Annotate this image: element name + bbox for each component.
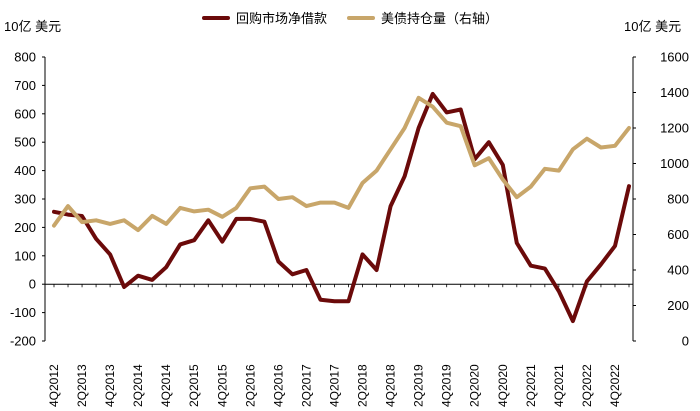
left-tick-label: -100: [10, 305, 36, 320]
legend: 回购市场净借款 美债持仓量（右轴）: [0, 8, 700, 27]
x-tick-label: 4Q2014: [159, 364, 173, 407]
right-tick-label: 1600: [660, 50, 689, 65]
x-tick-label: 4Q2016: [271, 364, 285, 407]
x-tick-label: 4Q2018: [384, 364, 398, 407]
x-tick-label: 4Q2017: [327, 364, 341, 407]
x-tick-label: 2Q2014: [131, 364, 145, 407]
x-tick-label: 2Q2015: [187, 364, 201, 407]
x-tick-label: 2Q2018: [356, 364, 370, 407]
right-axis-unit: 10亿 美元: [624, 19, 682, 34]
right-tick-label: 200: [667, 298, 689, 313]
x-tick-label: 4Q2021: [552, 364, 566, 407]
right-tick-label: 800: [667, 192, 689, 207]
right-tick-label: 1200: [660, 121, 689, 136]
right-tick-label: 400: [667, 263, 689, 278]
left-tick-label: 100: [14, 248, 36, 263]
left-tick-label: 0: [29, 277, 36, 292]
left-tick-label: 300: [14, 192, 36, 207]
legend-item-repo: 回购市场净借款: [201, 8, 327, 27]
right-tick-label: 1000: [660, 156, 689, 171]
x-tick-label: 2Q2019: [412, 364, 426, 407]
x-tick-label: 4Q2020: [496, 364, 510, 407]
legend-swatch-repo: [201, 15, 230, 20]
left-tick-label: 200: [14, 220, 36, 235]
left-tick-label: 600: [14, 106, 36, 121]
right-tick-label: 1400: [660, 85, 689, 100]
left-tick-label: 800: [14, 50, 36, 65]
x-tick-label: 4Q2019: [440, 364, 454, 407]
left-tick-label: 500: [14, 135, 36, 150]
series-line-repo: [52, 91, 631, 324]
legend-label-repo: 回购市场净借款: [235, 11, 327, 26]
x-tick-label: 2Q2020: [468, 364, 482, 407]
x-tick-label: 2Q2017: [299, 364, 313, 407]
x-tick-label: 4Q2015: [215, 364, 229, 407]
legend-item-treasury: 美债持仓量（右轴）: [347, 8, 498, 27]
x-tick-label: 2Q2021: [524, 364, 538, 407]
left-axis-unit: 10亿 美元: [4, 19, 62, 34]
right-tick-label: 600: [667, 227, 689, 242]
left-tick-label: 400: [14, 163, 36, 178]
x-tick-label: 2Q2022: [580, 364, 594, 407]
x-tick-label: 4Q2013: [103, 364, 117, 407]
legend-label-treasury: 美债持仓量（右轴）: [381, 11, 499, 26]
left-tick-label: 700: [14, 78, 36, 93]
right-tick-label: 0: [682, 334, 689, 349]
x-tick-label: 4Q2022: [608, 364, 622, 407]
left-tick-label: -200: [10, 334, 36, 349]
x-tick-label: 2Q2016: [243, 364, 257, 407]
series-line-treasury: [52, 95, 631, 233]
x-tick-label: 4Q2012: [47, 364, 61, 407]
x-tick-label: 2Q2013: [75, 364, 89, 407]
legend-swatch-treasury: [347, 15, 375, 20]
